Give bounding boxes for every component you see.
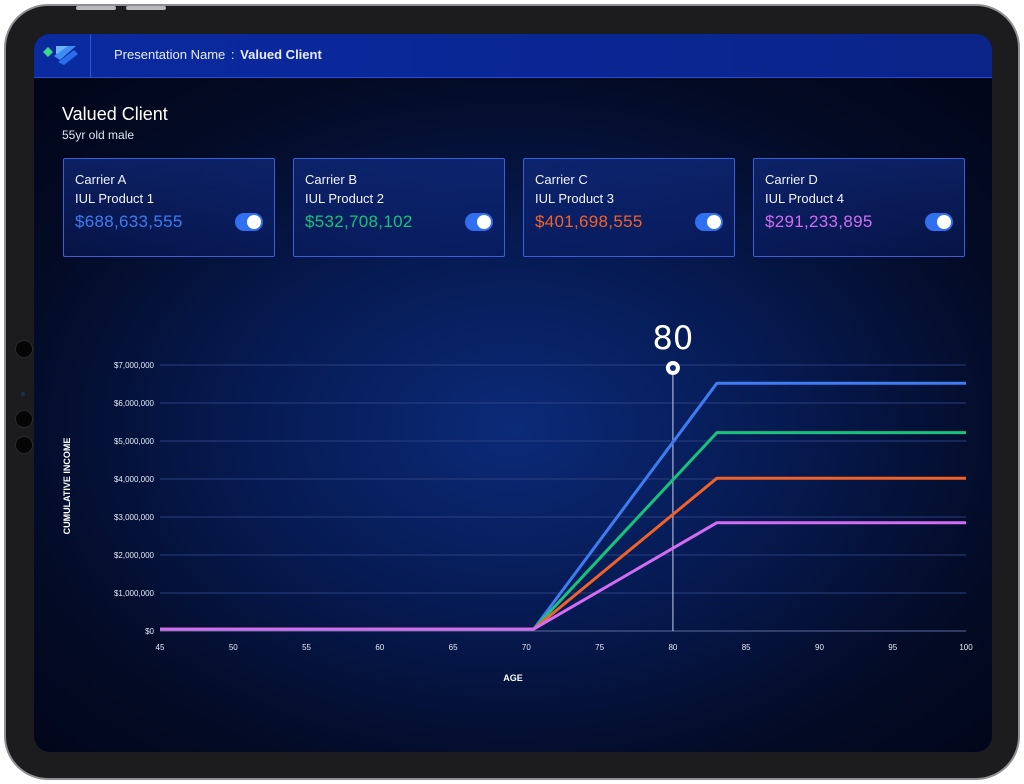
side-button (15, 340, 33, 358)
camera-icon (21, 392, 25, 396)
product-name: IUL Product 3 (535, 191, 615, 206)
series-line-4 (160, 521, 966, 631)
carrier-card-c[interactable]: Carrier C IUL Product 3 $401,698,555 (523, 158, 735, 257)
presentation-value: Valued Client (240, 47, 322, 62)
series-line-1 (160, 381, 966, 631)
x-tick-label: 65 (449, 643, 458, 652)
carrier-value: $291,233,895 (765, 212, 873, 231)
page-title: Valued Client (62, 104, 168, 124)
carrier-value: $688,633,555 (75, 212, 183, 231)
x-tick-label: 55 (302, 643, 311, 652)
carrier-value: $401,698,555 (535, 212, 643, 231)
client-description: 55yr old male (62, 128, 135, 142)
y-tick-label: $6,000,000 (114, 399, 155, 408)
y-tick-label: $0 (145, 627, 154, 636)
x-tick-label: 85 (742, 643, 751, 652)
toggle-knob (937, 215, 951, 229)
side-button (15, 410, 33, 428)
carrier-toggle[interactable] (235, 213, 263, 231)
carrier-toggle[interactable] (465, 213, 493, 231)
age-marker-label: 80 (653, 319, 694, 357)
carrier-name: Carrier C (535, 172, 588, 187)
chart-series (160, 381, 966, 631)
app-screen: Presentation Name : Valued Client Valued… (34, 34, 992, 752)
carrier-name: Carrier B (305, 172, 358, 187)
y-axis-label: CUMULATIVE INCOME (62, 438, 72, 535)
x-axis-ticks: 45 50 55 60 65 70 75 80 85 90 95 100 (156, 643, 974, 652)
toggle-knob (247, 215, 261, 229)
y-tick-label: $5,000,000 (114, 437, 155, 446)
carrier-card-b[interactable]: Carrier B IUL Product 2 $532,708,102 (293, 158, 505, 257)
income-chart: $0 $1,000,000 $2,000,000 $3,000,000 $4,000,0… (62, 319, 974, 683)
x-axis-label: AGE (503, 673, 523, 683)
product-name: IUL Product 4 (765, 191, 845, 206)
x-tick-label: 75 (595, 643, 604, 652)
y-tick-label: $1,000,000 (114, 589, 155, 598)
app-logo[interactable] (34, 34, 91, 77)
volume-button (76, 6, 116, 10)
carrier-card-d[interactable]: Carrier D IUL Product 4 $291,233,895 (753, 158, 965, 257)
carrier-name: Carrier A (75, 172, 127, 187)
carrier-value: $532,708,102 (305, 212, 413, 231)
volume-button (126, 6, 166, 10)
x-tick-label: 95 (888, 643, 897, 652)
carrier-card-a[interactable]: Carrier A IUL Product 1 $688,633,555 (63, 158, 275, 257)
y-tick-label: $2,000,000 (114, 551, 155, 560)
x-tick-label: 90 (815, 643, 824, 652)
series-line-2 (160, 431, 966, 631)
x-tick-label: 45 (156, 643, 165, 652)
age-marker-handle-center (669, 365, 676, 371)
x-tick-label: 80 (668, 643, 677, 652)
presentation-name: Presentation Name : Valued Client (114, 47, 322, 62)
carrier-toggle[interactable] (925, 213, 953, 231)
x-tick-label: 70 (522, 643, 531, 652)
toggle-knob (707, 215, 721, 229)
chart-grid (160, 364, 966, 632)
y-tick-label: $7,000,000 (114, 361, 155, 370)
toggle-knob (477, 215, 491, 229)
series-line-3 (160, 476, 966, 631)
carrier-name: Carrier D (765, 172, 818, 187)
product-name: IUL Product 1 (75, 191, 155, 206)
x-tick-label: 50 (229, 643, 238, 652)
carrier-toggle[interactable] (695, 213, 723, 231)
x-tick-label: 60 (375, 643, 384, 652)
product-name: IUL Product 2 (305, 191, 385, 206)
top-bar: Presentation Name : Valued Client (34, 34, 992, 78)
x-tick-label: 100 (959, 643, 973, 652)
presentation-separator: : (230, 47, 235, 62)
y-tick-label: $4,000,000 (114, 475, 155, 484)
logo-icon (43, 46, 78, 65)
side-button (15, 436, 33, 454)
y-axis-ticks: $0 $1,000,000 $2,000,000 $3,000,000 $4,000,0… (114, 361, 155, 636)
presentation-label: Presentation Name (114, 47, 226, 62)
y-tick-label: $3,000,000 (114, 513, 155, 522)
